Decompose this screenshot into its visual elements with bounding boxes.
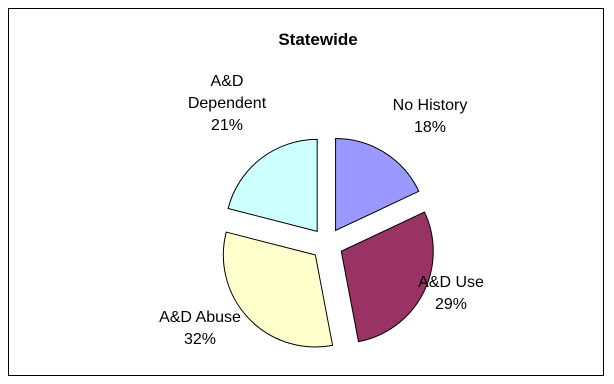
slice-label: A&D Dependent 21% — [188, 73, 267, 134]
pie-slice — [222, 231, 334, 348]
slice-label: A&D Use 29% — [418, 274, 484, 313]
chart-title: Statewide — [278, 30, 357, 49]
pie-slice — [340, 211, 434, 343]
pie-slices — [222, 137, 434, 348]
slice-label: No History 18% — [393, 97, 468, 136]
pie-slice — [335, 137, 420, 232]
pie-slice — [227, 138, 318, 233]
pie-labels: No History 18% A&D Use 29% A&D Abuse 32% A&D De… — [159, 73, 484, 348]
slice-label: A&D Abuse 32% — [159, 309, 241, 348]
